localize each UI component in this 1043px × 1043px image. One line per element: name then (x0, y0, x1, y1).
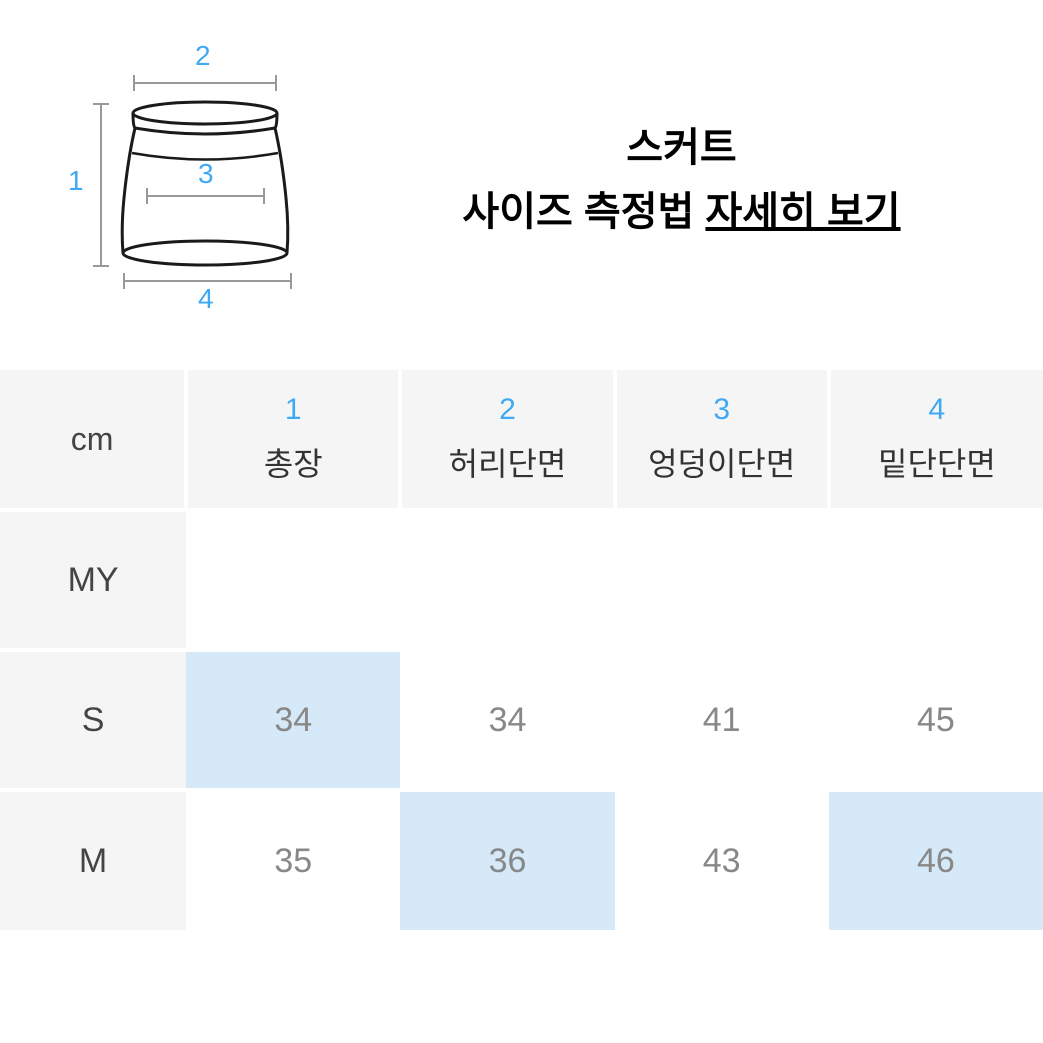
dim-line-left (100, 105, 102, 265)
size-label-cell: M (0, 790, 186, 930)
table-body: MY S 34 34 41 45 M 35 36 43 46 (0, 510, 1043, 930)
table-row: S 34 34 41 45 (0, 650, 1043, 790)
col-number: 2 (410, 393, 604, 427)
dim-line-top (135, 82, 275, 84)
column-header-3: 3 엉덩이단면 (615, 370, 829, 510)
diagram-label-2: 2 (195, 40, 211, 72)
col-label: 엉덩이단면 (625, 439, 819, 485)
table-cell: 43 (615, 790, 829, 930)
column-header-1: 1 총장 (186, 370, 400, 510)
table-cell (829, 510, 1043, 650)
table-cell (400, 510, 614, 650)
col-number: 3 (625, 393, 819, 427)
unit-cell: cm (0, 370, 186, 510)
size-table: cm 1 총장 2 허리단면 3 엉덩이단면 4 밑단단면 MY (0, 370, 1043, 930)
detail-view-link[interactable]: 자세히 보기 (705, 190, 900, 234)
table-header-row: cm 1 총장 2 허리단면 3 엉덩이단면 4 밑단단면 (0, 370, 1043, 510)
table-cell (186, 510, 400, 650)
table-row: M 35 36 43 46 (0, 790, 1043, 930)
table-cell: 46 (829, 790, 1043, 930)
table-cell: 45 (829, 650, 1043, 790)
measurement-guide-line: 사이즈 측정법 자세히 보기 (390, 180, 973, 244)
column-header-4: 4 밑단단면 (829, 370, 1043, 510)
size-label-cell: S (0, 650, 186, 790)
title-section: 스커트 사이즈 측정법 자세히 보기 (390, 116, 1013, 244)
table-cell: 41 (615, 650, 829, 790)
product-type-title: 스커트 (390, 116, 973, 180)
col-label: 총장 (196, 439, 390, 485)
table-cell: 34 (186, 650, 400, 790)
col-label: 허리단면 (410, 439, 604, 485)
size-label-cell: MY (0, 510, 186, 650)
col-number: 4 (839, 393, 1035, 427)
diagram-label-4: 4 (198, 283, 214, 315)
table-cell: 35 (186, 790, 400, 930)
table-cell: 36 (400, 790, 614, 930)
column-header-2: 2 허리단면 (400, 370, 614, 510)
measurement-guide-prefix: 사이즈 측정법 (462, 190, 705, 234)
col-label: 밑단단면 (839, 439, 1035, 485)
dim-line-middle (148, 195, 263, 197)
col-number: 1 (196, 393, 390, 427)
table-row: MY (0, 510, 1043, 650)
table-cell: 34 (400, 650, 614, 790)
skirt-diagram: 2 1 3 4 (30, 40, 310, 320)
header-section: 2 1 3 4 (0, 0, 1043, 370)
diagram-label-1: 1 (68, 165, 84, 197)
dim-line-bottom (125, 280, 290, 282)
table-cell (615, 510, 829, 650)
diagram-label-3: 3 (198, 158, 214, 190)
